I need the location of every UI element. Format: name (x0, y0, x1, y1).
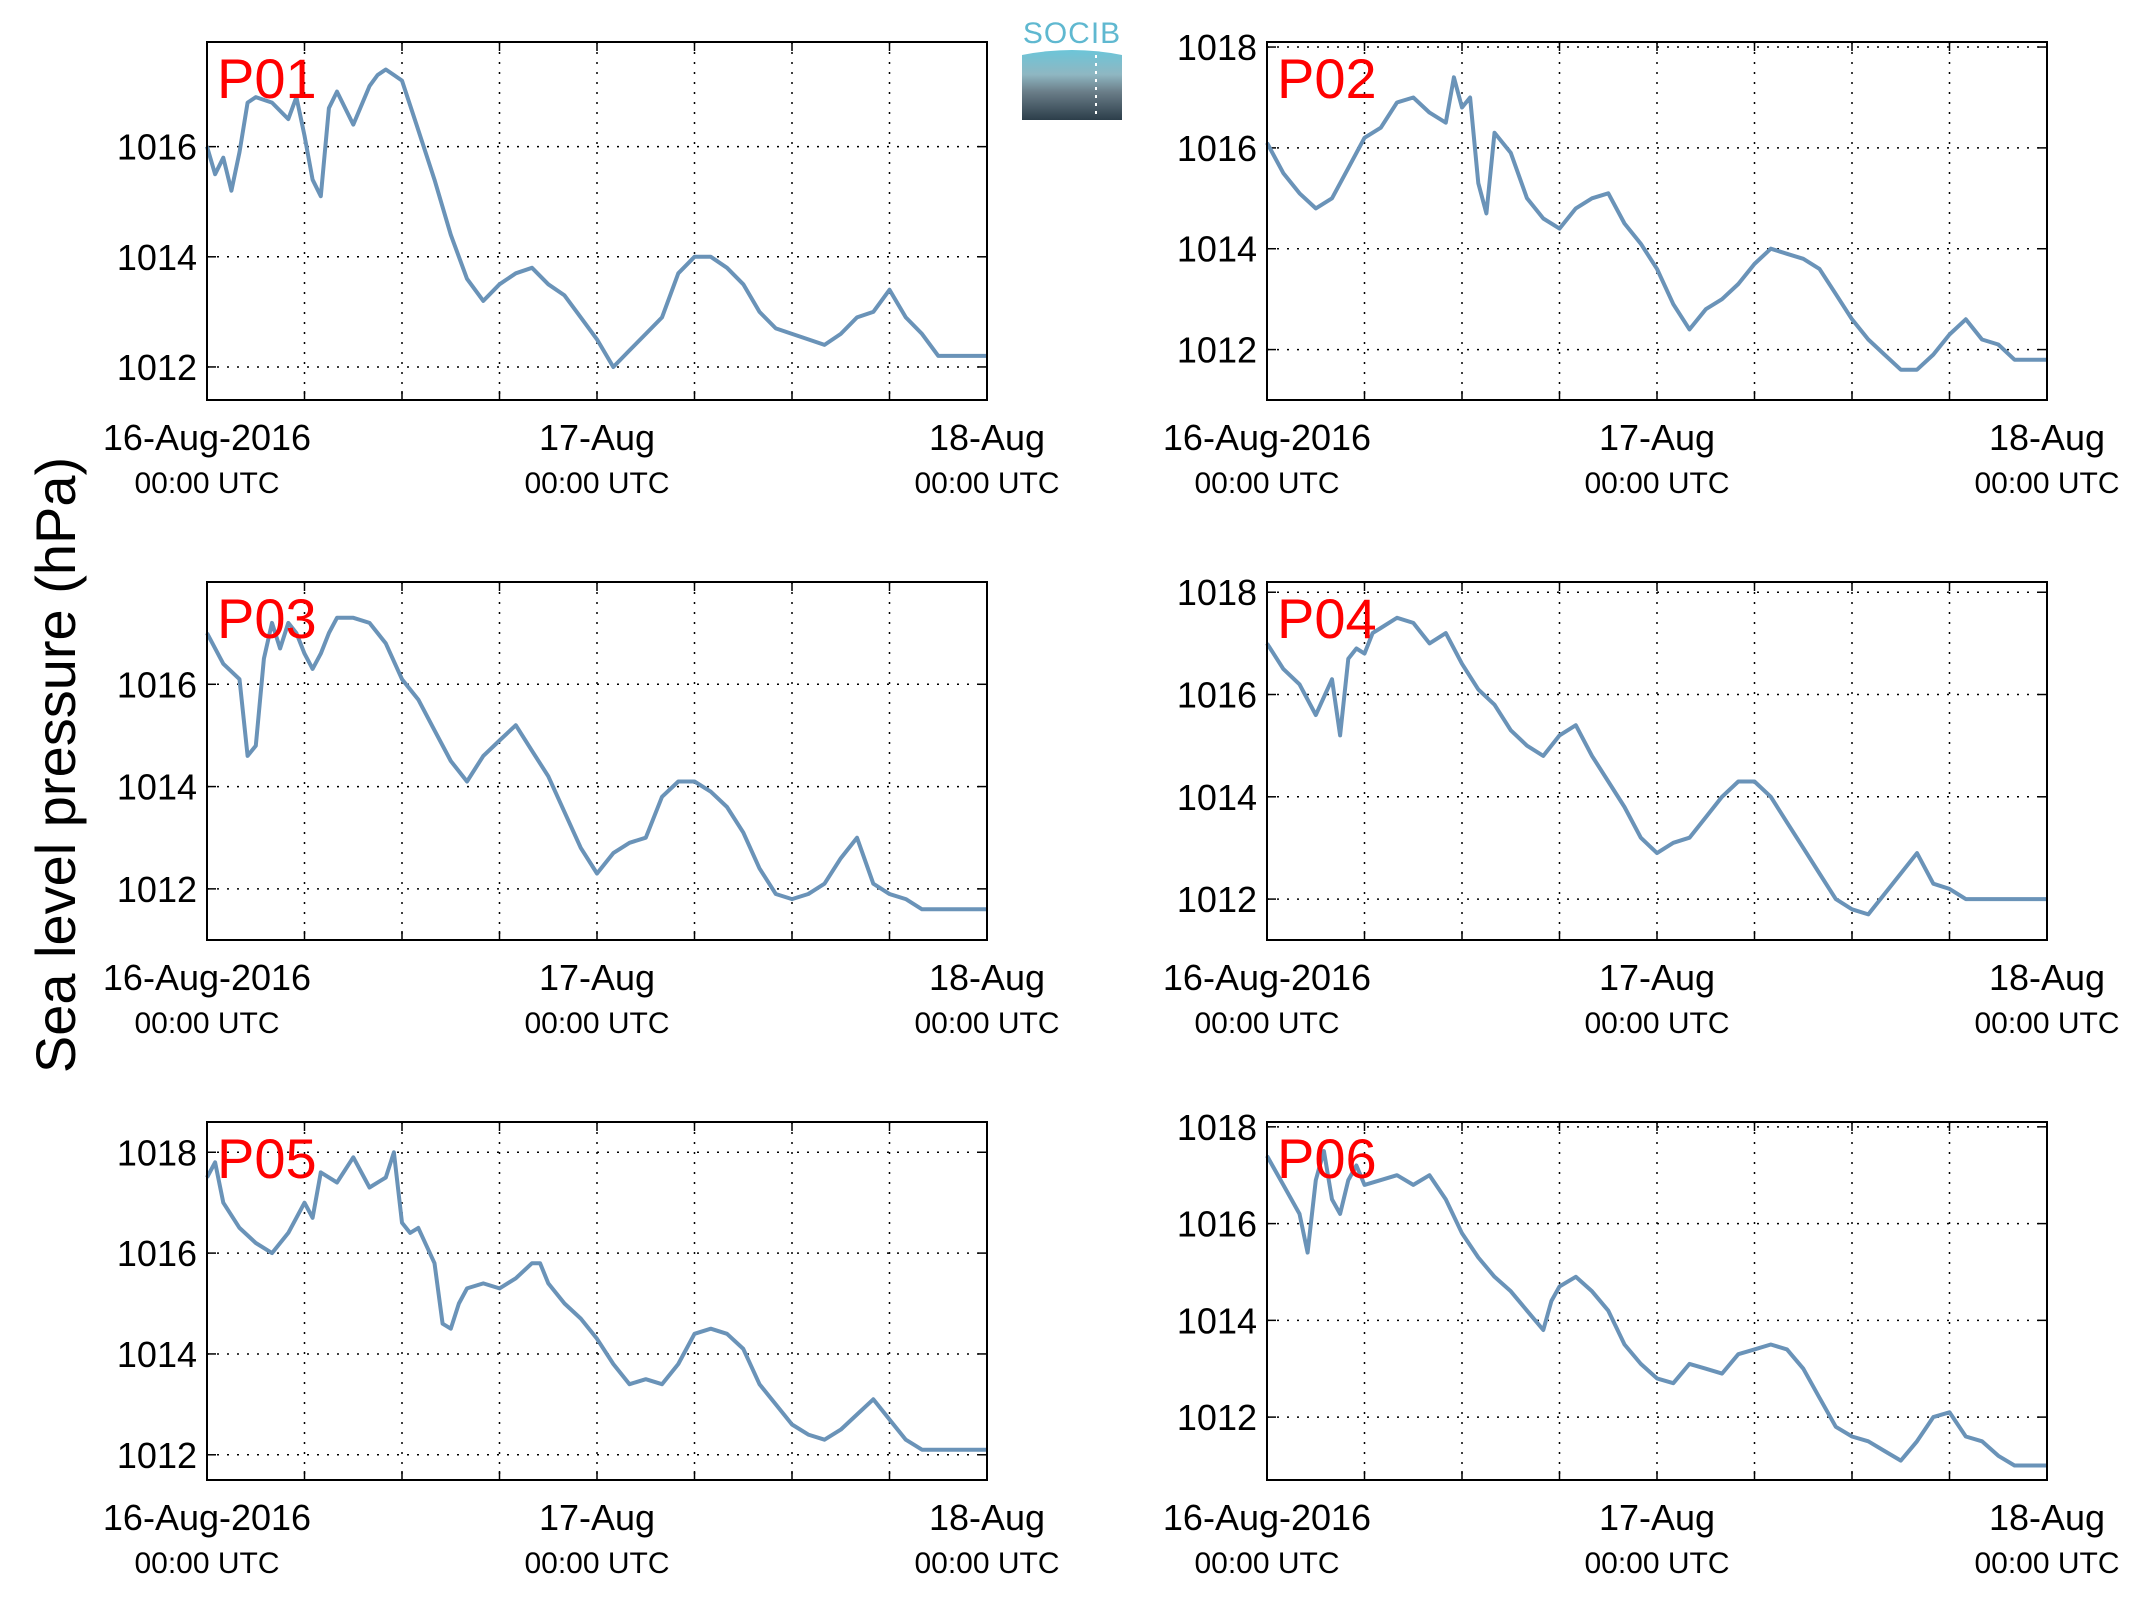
panel-title: P06 (1277, 1127, 1377, 1190)
plot-frame (206, 581, 988, 941)
plot-frame (206, 1121, 988, 1481)
x-tick-sublabel: 00:00 UTC (524, 467, 669, 500)
y-tick-label: 1012 (1177, 1397, 1257, 1438)
y-tick-label: 1018 (117, 1132, 197, 1173)
y-tick-label: 1014 (117, 1334, 197, 1375)
plot-frame (1266, 581, 2048, 941)
x-tick-label: 16-Aug-2016 (103, 1497, 311, 1538)
series-line (1265, 1149, 2047, 1468)
x-tick-sublabel: 00:00 UTC (1584, 1007, 1729, 1040)
panel-title: P04 (1277, 587, 1377, 650)
series-line (205, 67, 987, 369)
chart-panel-2: 1012 1014 1016 1018 16-Aug-2016 00:00 UTC 17-A… (1163, 27, 2120, 500)
y-tick-label: 1018 (1177, 572, 1257, 613)
y-tick-label: 1012 (117, 347, 197, 388)
x-tick-label: 17-Aug (1599, 957, 1715, 998)
y-tick-label: 1016 (117, 1233, 197, 1274)
x-tick-label: 17-Aug (539, 1497, 655, 1538)
panel-title: P01 (217, 47, 317, 110)
plot-frame (1266, 1121, 2048, 1481)
x-tick-sublabel: 00:00 UTC (1974, 1007, 2119, 1040)
x-tick-label: 17-Aug (539, 957, 655, 998)
x-tick-sublabel: 00:00 UTC (524, 1547, 669, 1580)
x-tick-sublabel: 00:00 UTC (1194, 1547, 1339, 1580)
socib-logo: SOCIB (1022, 17, 1122, 120)
x-tick-sublabel: 00:00 UTC (524, 1007, 669, 1040)
series-line (205, 615, 987, 912)
x-tick-label: 18-Aug (929, 417, 1045, 458)
x-tick-label: 18-Aug (1989, 1497, 2105, 1538)
y-tick-label: 1014 (1177, 229, 1257, 270)
chart-panel-5: 1012 1014 1016 1018 16-Aug-2016 00:00 UTC 17-A… (103, 1121, 1060, 1580)
series-line (1265, 615, 2047, 917)
x-tick-label: 16-Aug-2016 (1163, 957, 1371, 998)
y-tick-label: 1012 (1177, 330, 1257, 371)
y-axis-label: Sea level pressure (hPa) (24, 457, 87, 1073)
x-tick-sublabel: 00:00 UTC (1584, 467, 1729, 500)
x-tick-label: 16-Aug-2016 (1163, 1497, 1371, 1538)
logo-mark (1022, 50, 1122, 120)
x-tick-label: 16-Aug-2016 (103, 957, 311, 998)
chart-panel-1: 1012 1014 1016 16-Aug-2016 00:00 UTC 17-Aug 00… (103, 41, 1060, 500)
y-tick-label: 1014 (117, 767, 197, 808)
y-tick-label: 1012 (117, 1435, 197, 1476)
x-tick-sublabel: 00:00 UTC (1194, 1007, 1339, 1040)
x-tick-label: 18-Aug (1989, 417, 2105, 458)
x-tick-label: 18-Aug (1989, 957, 2105, 998)
chart-panel-4: 1012 1014 1016 1018 16-Aug-2016 00:00 UTC 17-A… (1163, 572, 2120, 1040)
y-tick-label: 1014 (117, 237, 197, 278)
x-tick-sublabel: 00:00 UTC (134, 467, 279, 500)
series-line (205, 1150, 987, 1452)
y-tick-label: 1014 (1177, 1300, 1257, 1341)
chart-panel-6: 1012 1014 1016 1018 16-Aug-2016 00:00 UTC 17-A… (1163, 1107, 2120, 1580)
x-tick-sublabel: 00:00 UTC (1194, 467, 1339, 500)
x-tick-sublabel: 00:00 UTC (914, 1547, 1059, 1580)
panel-title: P03 (217, 587, 317, 650)
panel-title: P05 (217, 1127, 317, 1190)
y-tick-label: 1018 (1177, 27, 1257, 68)
x-tick-sublabel: 00:00 UTC (134, 1007, 279, 1040)
x-tick-label: 18-Aug (929, 957, 1045, 998)
y-tick-label: 1012 (117, 869, 197, 910)
y-tick-label: 1016 (117, 664, 197, 705)
series-line (1265, 75, 2047, 372)
x-tick-label: 16-Aug-2016 (1163, 417, 1371, 458)
y-tick-label: 1016 (1177, 1204, 1257, 1245)
logo-text: SOCIB (1023, 17, 1121, 50)
y-tick-label: 1016 (117, 127, 197, 168)
x-tick-label: 17-Aug (1599, 1497, 1715, 1538)
x-tick-label: 18-Aug (929, 1497, 1045, 1538)
x-tick-sublabel: 00:00 UTC (914, 467, 1059, 500)
x-tick-sublabel: 00:00 UTC (134, 1547, 279, 1580)
y-tick-label: 1012 (1177, 879, 1257, 920)
x-tick-label: 16-Aug-2016 (103, 417, 311, 458)
y-tick-label: 1018 (1177, 1107, 1257, 1148)
x-tick-label: 17-Aug (539, 417, 655, 458)
plot-frame (206, 41, 988, 401)
x-tick-label: 17-Aug (1599, 417, 1715, 458)
y-tick-label: 1016 (1177, 675, 1257, 716)
y-tick-label: 1014 (1177, 777, 1257, 818)
plot-frame (1266, 41, 2048, 401)
x-tick-sublabel: 00:00 UTC (1584, 1547, 1729, 1580)
x-tick-sublabel: 00:00 UTC (1974, 467, 2119, 500)
chart-panel-3: 1012 1014 1016 16-Aug-2016 00:00 UTC 17-Aug 00… (103, 581, 1060, 1040)
y-tick-label: 1016 (1177, 128, 1257, 169)
panel-title: P02 (1277, 47, 1377, 110)
x-tick-sublabel: 00:00 UTC (914, 1007, 1059, 1040)
x-tick-sublabel: 00:00 UTC (1974, 1547, 2119, 1580)
